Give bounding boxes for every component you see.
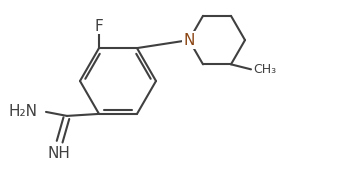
Text: H₂N: H₂N — [9, 104, 38, 119]
Text: N: N — [183, 33, 195, 48]
Text: CH₃: CH₃ — [253, 63, 276, 76]
Text: F: F — [95, 19, 103, 34]
Text: NH: NH — [48, 146, 70, 161]
